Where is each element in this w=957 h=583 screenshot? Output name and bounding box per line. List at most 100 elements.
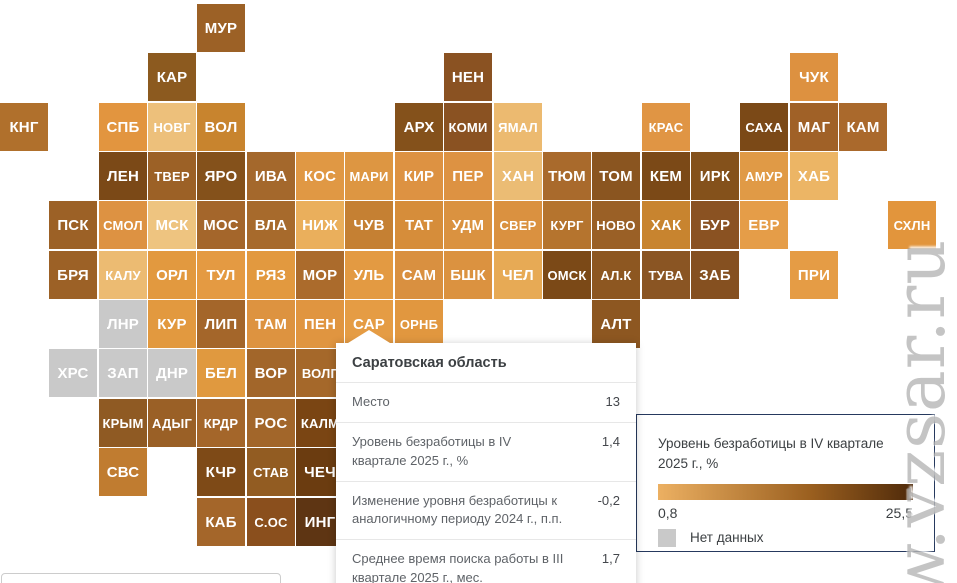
region-tile[interactable]: КОМИ [444, 103, 492, 151]
region-tile[interactable]: КНГ [0, 103, 48, 151]
region-tile[interactable]: САМ [395, 251, 443, 299]
region-tile[interactable]: ВЛА [247, 201, 295, 249]
tooltip-row-value: 1,4 [601, 433, 620, 449]
region-tile[interactable]: БШК [444, 251, 492, 299]
region-tile[interactable]: ВОЛ [197, 103, 245, 151]
region-tile[interactable]: МОС [197, 201, 245, 249]
legend-title: Уровень безработицы в IV квартале 2025 г… [658, 436, 884, 472]
bottom-control-box[interactable] [1, 573, 281, 583]
region-tile[interactable]: СВС [99, 448, 147, 496]
region-tile[interactable]: САХА [740, 103, 788, 151]
no-data-swatch-icon [658, 528, 676, 547]
region-tile[interactable]: ХРС [49, 349, 97, 397]
region-tile[interactable]: ОРНБ [395, 300, 443, 348]
region-tile[interactable]: КАЛУ [99, 251, 147, 299]
region-tile[interactable]: С.ОС [247, 498, 295, 546]
region-tile[interactable]: РОС [247, 399, 295, 447]
region-tile[interactable]: КОС [296, 152, 344, 200]
region-tile[interactable]: РЯЗ [247, 251, 295, 299]
region-tile[interactable]: МСК [148, 201, 196, 249]
no-data-label: Нет данных [690, 530, 764, 545]
region-tile[interactable]: НЕН [444, 53, 492, 101]
region-tile[interactable]: КАР [148, 53, 196, 101]
region-tile[interactable]: ХАБ [790, 152, 838, 200]
region-tile[interactable]: ПЕР [444, 152, 492, 200]
legend: Уровень безработицы в IV квартале 2025 г… [636, 414, 935, 552]
region-tile[interactable]: ОРЛ [148, 251, 196, 299]
region-tile[interactable]: ЛЕН [99, 152, 147, 200]
region-tile[interactable]: АЛ.К [592, 251, 640, 299]
region-tile[interactable]: ТОМ [592, 152, 640, 200]
region-tile[interactable]: УЛЬ [345, 251, 393, 299]
region-tile[interactable]: ПСК [49, 201, 97, 249]
region-tile[interactable]: АМУР [740, 152, 788, 200]
tooltip-arrow-icon [348, 330, 390, 343]
region-tile[interactable]: КИР [395, 152, 443, 200]
region-tile[interactable]: МОР [296, 251, 344, 299]
region-tile[interactable]: КРЫМ [99, 399, 147, 447]
region-tile[interactable]: БУР [691, 201, 739, 249]
region-tile[interactable]: МАРИ [345, 152, 393, 200]
tooltip-row: Уровень безработицы в IV квартале 2025 г… [336, 423, 636, 482]
tooltip-row-value: 13 [605, 394, 620, 409]
region-tile[interactable]: СПБ [99, 103, 147, 151]
tooltip-row-label: Уровень безработицы в IV квартале 2025 г… [352, 433, 512, 468]
region-tile[interactable]: НОВО [592, 201, 640, 249]
region-tile[interactable]: ЗАБ [691, 251, 739, 299]
region-tile[interactable]: КАМ [839, 103, 887, 151]
region-tile[interactable]: СВЕР [494, 201, 542, 249]
region-tile[interactable]: ИРК [691, 152, 739, 200]
region-tile[interactable]: ОМСК [543, 251, 591, 299]
region-tile[interactable]: ЯРО [197, 152, 245, 200]
region-tile[interactable]: НОВГ [148, 103, 196, 151]
legend-gradient-bar [658, 483, 913, 500]
region-tile[interactable]: ХАН [494, 152, 542, 200]
region-tile[interactable]: ХАК [642, 201, 690, 249]
region-tile[interactable]: ТАТ [395, 201, 443, 249]
region-tile[interactable]: ДНР [148, 349, 196, 397]
region-tile[interactable]: ЛИП [197, 300, 245, 348]
region-tile[interactable]: АРХ [395, 103, 443, 151]
region-tile[interactable]: ТУВА [642, 251, 690, 299]
region-tile[interactable]: ТУЛ [197, 251, 245, 299]
region-tile[interactable]: ПЕН [296, 300, 344, 348]
region-tile[interactable]: ЧЕЛ [494, 251, 542, 299]
region-tile[interactable]: ТЮМ [543, 152, 591, 200]
region-tile[interactable]: ЛНР [99, 300, 147, 348]
region-tile[interactable]: КУР [148, 300, 196, 348]
region-tile[interactable]: ТАМ [247, 300, 295, 348]
legend-no-data: Нет данных [658, 528, 913, 547]
region-tile[interactable]: КРДР [197, 399, 245, 447]
region-tile[interactable]: БЕЛ [197, 349, 245, 397]
region-tile[interactable]: ЕВР [740, 201, 788, 249]
legend-max-value: 25,5 [885, 504, 913, 521]
region-tile[interactable]: ЧУВ [345, 201, 393, 249]
region-tile[interactable]: ИВА [247, 152, 295, 200]
region-tile[interactable]: СТАВ [247, 448, 295, 496]
region-tile[interactable]: НИЖ [296, 201, 344, 249]
region-tile[interactable]: ЧУК [790, 53, 838, 101]
region-tile[interactable]: МАГ [790, 103, 838, 151]
region-tile[interactable]: СХЛН [888, 201, 936, 249]
region-tile[interactable]: ПРИ [790, 251, 838, 299]
tooltip-row-label: Место [352, 394, 390, 409]
region-tile[interactable]: СМОЛ [99, 201, 147, 249]
region-tile[interactable]: КРАС [642, 103, 690, 151]
region-tile[interactable]: КЧР [197, 448, 245, 496]
region-tile[interactable]: АДЫГ [148, 399, 196, 447]
region-tile[interactable]: КУРГ [543, 201, 591, 249]
region-tile[interactable]: ЗАП [99, 349, 147, 397]
region-tile[interactable]: КЕМ [642, 152, 690, 200]
region-tile[interactable]: ЯМАЛ [494, 103, 542, 151]
region-tile[interactable]: БРЯ [49, 251, 97, 299]
region-tile[interactable]: КАБ [197, 498, 245, 546]
region-tile[interactable]: УДМ [444, 201, 492, 249]
region-tile[interactable]: АЛТ [592, 300, 640, 348]
legend-min-value: 0,8 [658, 504, 678, 521]
region-tile[interactable]: МУР [197, 4, 245, 52]
tooltip-row: Среднее время поиска работы в III кварта… [336, 540, 636, 583]
region-tile[interactable]: ТВЕР [148, 152, 196, 200]
tooltip-row-value: -0,2 [597, 492, 620, 508]
region-tile[interactable]: ВОР [247, 349, 295, 397]
